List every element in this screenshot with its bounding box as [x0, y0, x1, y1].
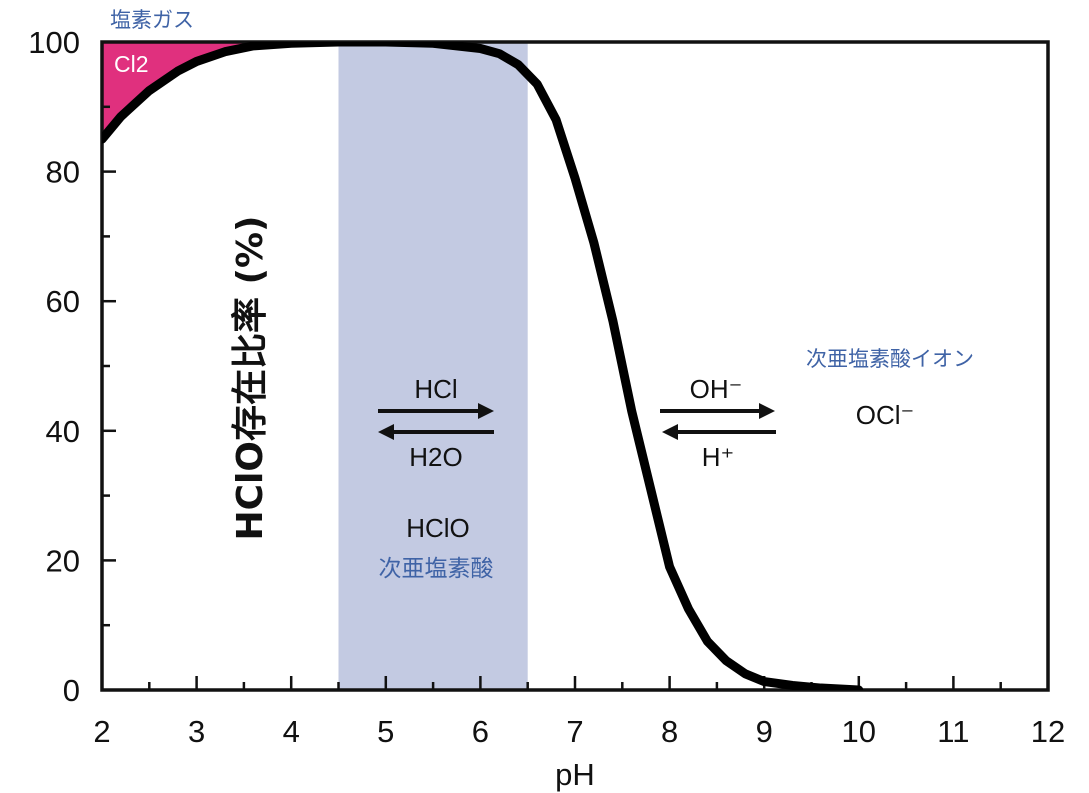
x-tick-label: 12 — [1031, 714, 1065, 749]
y-tick-label: 40 — [46, 414, 80, 449]
x-tick-label: 3 — [188, 714, 205, 749]
x-tick-label: 4 — [283, 714, 300, 749]
y-tick-label: 80 — [46, 155, 80, 190]
h2o-label: H2O — [409, 442, 462, 472]
oh-equilibrium-arrows — [660, 403, 776, 440]
hcl-label: HCl — [414, 374, 457, 404]
x-tick-label: 2 — [93, 714, 110, 749]
y-tick-label: 0 — [63, 673, 80, 708]
cl2-formula-label: Cl2 — [114, 51, 149, 77]
x-tick-label: 10 — [842, 714, 876, 749]
x-tick-label: 9 — [756, 714, 773, 749]
ocl-formula-label: OCl⁻ — [856, 400, 915, 430]
y-tick-label: 20 — [46, 543, 80, 578]
cl2-gas-label: 塩素ガス — [110, 8, 194, 32]
x-tick-label: 8 — [661, 714, 678, 749]
hclo-band — [338, 42, 528, 690]
x-tick-label: 5 — [377, 714, 394, 749]
x-tick-label: 7 — [566, 714, 583, 749]
ocl-jp-label: 次亜塩素酸イオン — [806, 347, 974, 371]
oh-label: OH⁻ — [690, 374, 743, 404]
y-tick-label: 60 — [46, 284, 80, 319]
x-tick-label: 11 — [937, 714, 969, 749]
y-tick-label: 100 — [28, 25, 80, 60]
hclo-jp-label: 次亜塩素酸 — [379, 556, 494, 582]
h-plus-label: H⁺ — [702, 442, 735, 472]
x-tick-label: 6 — [472, 714, 489, 749]
y-axis-ticks: 0 20 40 60 80 100 — [28, 25, 116, 708]
cl2-region — [102, 42, 263, 140]
y-axis-title: HClO存在比率 (%) — [230, 215, 271, 540]
x-axis-ticks: 2 3 4 5 6 7 8 9 10 11 12 — [93, 676, 1065, 749]
hclo-formula-label: HClO — [406, 513, 470, 543]
hcl-equilibrium-arrows — [378, 403, 494, 440]
hclo-ratio-curve — [102, 42, 864, 690]
x-axis-title: pH — [555, 757, 595, 792]
